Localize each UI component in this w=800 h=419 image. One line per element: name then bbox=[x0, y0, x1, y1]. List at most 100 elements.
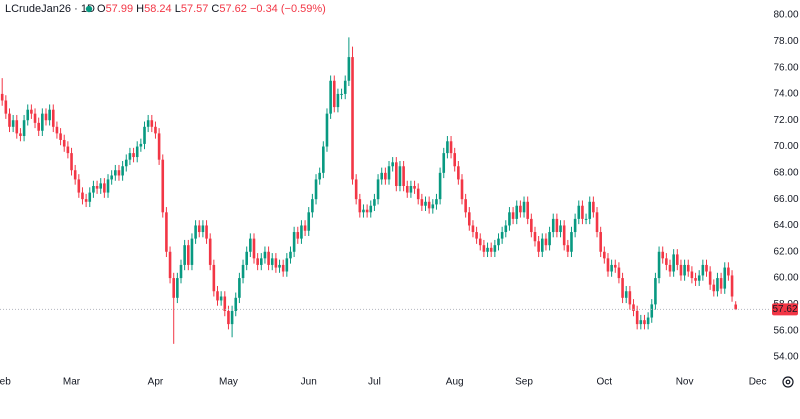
candle-body bbox=[59, 133, 62, 140]
candle-body bbox=[41, 113, 44, 131]
candle-body bbox=[632, 304, 635, 311]
candle-body bbox=[519, 205, 522, 213]
candle-body bbox=[467, 212, 471, 226]
candle-body bbox=[325, 113, 329, 147]
candle-body bbox=[62, 139, 66, 147]
candle-body bbox=[716, 278, 719, 292]
change-percent: (−0.59%) bbox=[281, 3, 326, 15]
candle-body bbox=[157, 133, 161, 160]
candle-body bbox=[683, 264, 686, 276]
candle-body bbox=[453, 153, 457, 167]
last-price-label: 57.62 bbox=[772, 304, 797, 315]
candle-body bbox=[679, 264, 683, 276]
gear-ring[interactable] bbox=[782, 376, 794, 388]
candle-body bbox=[635, 310, 639, 325]
candle-body bbox=[515, 205, 519, 219]
candle-body bbox=[201, 225, 205, 233]
candle-body bbox=[22, 120, 26, 137]
candle-body bbox=[139, 143, 143, 147]
chart-header: LCrudeJan26 · 1D bbox=[5, 3, 95, 15]
candle-body bbox=[223, 296, 227, 311]
ohlc-value: 58.24 bbox=[144, 3, 172, 15]
gear-hub[interactable] bbox=[785, 379, 791, 385]
y-tick-label: 78.00 bbox=[773, 36, 798, 47]
candle-body bbox=[234, 297, 238, 311]
candle-body bbox=[424, 201, 427, 206]
y-tick-label: 56.00 bbox=[773, 325, 798, 336]
candle-body bbox=[548, 232, 551, 246]
candle-body bbox=[292, 232, 296, 252]
candle-body bbox=[489, 247, 493, 252]
candle-body bbox=[478, 238, 482, 246]
candle-body bbox=[84, 199, 88, 202]
x-tick-label: Sep bbox=[515, 377, 533, 388]
candle-body bbox=[4, 100, 8, 114]
candle-body bbox=[395, 162, 398, 186]
candle-body bbox=[475, 232, 478, 239]
candle-body bbox=[285, 258, 289, 272]
candle-body bbox=[705, 264, 708, 272]
x-tick-label: Jun bbox=[301, 377, 317, 388]
candle-body bbox=[559, 225, 562, 233]
candle-body bbox=[493, 245, 497, 252]
y-tick-label: 74.00 bbox=[773, 89, 798, 100]
candle-body bbox=[599, 232, 602, 252]
candle-body bbox=[343, 80, 347, 94]
settings-icon[interactable] bbox=[782, 376, 794, 388]
candle-body bbox=[606, 258, 610, 272]
candle-body bbox=[245, 251, 248, 265]
candle-body bbox=[73, 170, 77, 180]
candle-body bbox=[446, 141, 449, 154]
candle-body bbox=[369, 205, 373, 213]
candle-body bbox=[110, 175, 113, 180]
candle-body bbox=[723, 267, 727, 289]
candle-body bbox=[230, 310, 234, 325]
candle-body bbox=[66, 146, 70, 154]
candle-body bbox=[70, 153, 73, 171]
x-tick-label: Aug bbox=[446, 377, 464, 388]
candle-body bbox=[168, 251, 172, 279]
candle-body bbox=[208, 238, 212, 265]
candle-body bbox=[0, 93, 4, 101]
candle-body bbox=[194, 225, 197, 239]
candle-body bbox=[661, 251, 665, 259]
candle-body bbox=[431, 204, 435, 209]
x-tick-label: Mar bbox=[63, 377, 81, 388]
candle-body bbox=[256, 258, 259, 265]
candle-body bbox=[376, 179, 380, 200]
candle-body bbox=[610, 264, 613, 272]
candle-body bbox=[332, 80, 336, 108]
candle-body bbox=[146, 120, 150, 127]
candle-body bbox=[99, 183, 103, 189]
candle-body bbox=[592, 201, 595, 213]
y-tick-label: 62.00 bbox=[773, 246, 798, 257]
candle-body bbox=[15, 120, 19, 134]
ohlc-value: 57.57 bbox=[181, 3, 209, 15]
candle-body bbox=[416, 188, 420, 200]
candle-body bbox=[650, 304, 654, 318]
candle-body bbox=[216, 291, 219, 301]
candle-body bbox=[128, 153, 132, 160]
candle-body bbox=[183, 245, 186, 265]
candle-body bbox=[628, 291, 632, 305]
candle-body bbox=[603, 251, 606, 259]
candle-body bbox=[274, 258, 278, 268]
candle-body bbox=[44, 113, 48, 121]
x-tick-label: Dec bbox=[749, 377, 767, 388]
candle-body bbox=[311, 199, 314, 213]
candle-body bbox=[114, 170, 117, 176]
ohlc-value: 57.62 bbox=[219, 3, 247, 15]
y-tick-label: 72.00 bbox=[773, 115, 798, 126]
candle-body bbox=[270, 258, 274, 265]
candle-body bbox=[712, 284, 716, 292]
y-tick-label: 76.00 bbox=[773, 62, 798, 73]
candle-body bbox=[179, 264, 183, 279]
candle-body bbox=[362, 209, 365, 213]
candle-body bbox=[500, 232, 504, 239]
candle-body bbox=[719, 278, 723, 289]
candle-body bbox=[190, 238, 194, 265]
candle-body bbox=[8, 113, 11, 127]
candle-body bbox=[241, 264, 245, 279]
candle-body bbox=[584, 218, 588, 220]
